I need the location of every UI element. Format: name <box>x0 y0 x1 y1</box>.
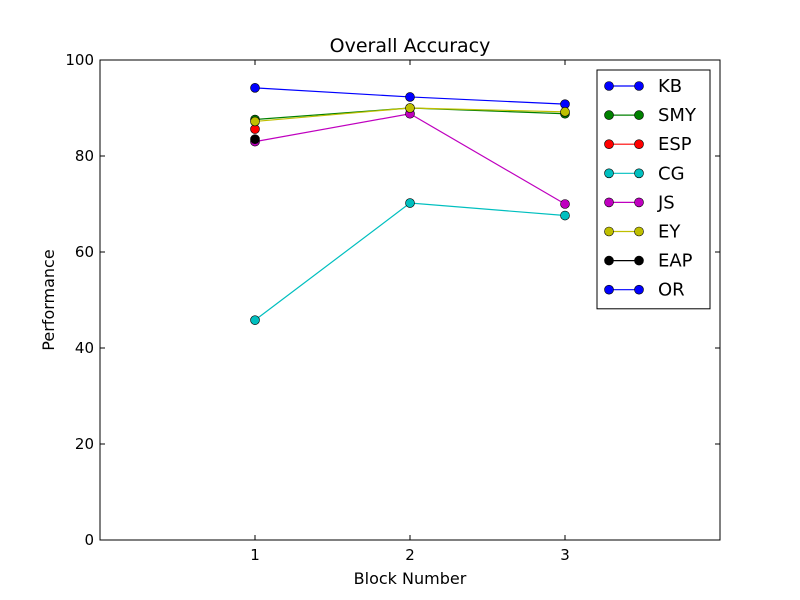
series-kb <box>250 83 570 109</box>
y-tick-label: 40 <box>75 339 94 357</box>
legend: KB SMY ESP CG JS EY EAP OR <box>596 69 711 310</box>
legend-item-kb: KB <box>604 76 682 97</box>
y-tick-label: 20 <box>75 435 94 453</box>
legend-item-or: OR <box>604 280 685 301</box>
x-tick-label: 1 <box>250 546 260 564</box>
data-point-ey <box>560 107 570 117</box>
legend-marker-kb <box>634 81 644 91</box>
legend-marker-eap <box>604 255 614 266</box>
y-axis-label: Performance <box>39 249 58 350</box>
series-ey <box>250 103 570 127</box>
axis-ticks: 1 2 3 0 20 40 60 80 100 <box>65 51 720 564</box>
legend-marker-cg <box>604 168 614 179</box>
y-tick-label: 60 <box>75 243 94 261</box>
data-point-kb <box>405 92 415 102</box>
y-tick-label: 100 <box>65 51 94 69</box>
x-axis-label: Block Number <box>354 569 467 588</box>
legend-label-esp: ESP <box>658 134 692 155</box>
legend-item-eap: EAP <box>604 251 693 272</box>
legend-marker-esp <box>604 139 614 149</box>
data-point-ey <box>405 103 415 113</box>
legend-item-ey: EY <box>604 222 681 243</box>
legend-box <box>596 69 711 310</box>
legend-marker-js <box>634 197 644 208</box>
data-point-eap <box>250 134 260 144</box>
data-point-cg <box>405 198 415 208</box>
x-tick-label: 3 <box>560 546 570 564</box>
legend-label-eap: EAP <box>658 251 693 272</box>
legend-marker-esp <box>634 139 644 149</box>
legend-marker-eap <box>634 255 644 266</box>
legend-marker-ey <box>634 226 644 237</box>
legend-marker-smy <box>634 110 644 120</box>
y-tick-label: 80 <box>75 147 94 165</box>
x-tick-label: 2 <box>405 546 415 564</box>
legend-marker-or <box>634 284 644 295</box>
legend-item-cg: CG <box>604 163 685 184</box>
data-point-ey <box>250 116 260 127</box>
legend-label-kb: KB <box>658 76 682 97</box>
series-eap <box>250 134 260 144</box>
series-cg <box>250 198 570 325</box>
legend-marker-or <box>604 284 614 295</box>
legend-marker-js <box>604 197 614 208</box>
legend-label-js: JS <box>657 192 675 213</box>
chart-title: Overall Accuracy <box>330 35 491 57</box>
legend-marker-smy <box>604 110 614 120</box>
legend-label-or: OR <box>658 280 685 301</box>
data-point-kb <box>250 83 260 93</box>
legend-item-esp: ESP <box>604 134 692 155</box>
legend-item-js: JS <box>604 192 675 213</box>
legend-marker-kb <box>604 81 614 91</box>
legend-marker-cg <box>634 168 644 179</box>
legend-label-cg: CG <box>658 163 685 184</box>
legend-label-ey: EY <box>658 222 681 243</box>
legend-item-smy: SMY <box>604 105 697 126</box>
legend-label-smy: SMY <box>658 105 697 126</box>
series-layer <box>250 83 570 325</box>
data-point-cg <box>560 210 570 221</box>
legend-marker-ey <box>604 226 614 237</box>
data-point-js <box>560 199 570 209</box>
data-point-cg <box>250 315 260 325</box>
y-tick-label: 0 <box>84 531 94 549</box>
